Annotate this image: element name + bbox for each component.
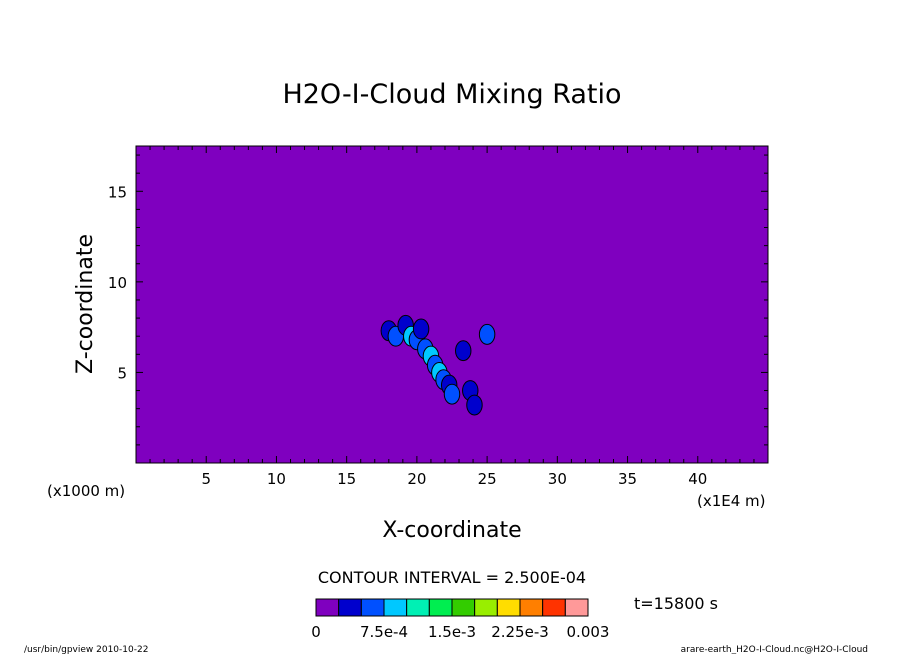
cloud-cell [455,340,472,362]
cloud-cell [412,318,430,340]
x-tick-label: 10 [267,470,286,488]
colorbar-swatch [360,598,385,617]
cloud-cell [466,394,483,416]
x-tick-label: 5 [201,470,211,488]
colorbar-labels: 0 7.5e-4 1.5e-3 2.25e-3 0.003 [311,623,609,641]
colorbar-label: 2.25e-3 [491,623,549,641]
y-axis: 5 10 15 [108,154,768,446]
colorbar-swatch [428,598,453,617]
x-tick-label: 35 [618,470,637,488]
colorbar-swatch [338,598,362,617]
colorbar-swatch [519,598,544,617]
plot-background [136,146,768,463]
colorbar-swatch [496,598,521,617]
colorbar-label: 1.5e-3 [428,623,476,641]
colorbar-label: 7.5e-4 [360,623,408,641]
x-tick-label: 20 [407,470,426,488]
colorbar-swatch [383,598,408,617]
y-tick-label: 15 [108,183,127,201]
x-axis: 5 10 15 20 25 30 35 40 [149,146,755,488]
y-tick-label: 5 [117,364,127,382]
y-tick-label: 10 [108,274,127,292]
plot-frame [135,145,769,464]
colorbar-swatch [451,598,476,617]
x-tick-label: 30 [548,470,567,488]
x-tick-label: 25 [478,470,497,488]
cloud-cell [443,383,461,405]
colorbar [315,598,589,617]
x-unit-label: (x1000 m) [47,482,125,500]
footer-command: /usr/bin/gpview 2010-10-22 [24,645,148,654]
plot-area [135,145,769,464]
time-label: t=15800 s [634,594,718,613]
x-tick-label: 40 [688,470,707,488]
cloud-cell [478,323,496,345]
footer-source: arare-earth_H2O-I-Cloud.nc@H2O-I-Cloud [681,645,868,654]
colorbar-swatch [474,598,498,617]
colorbar-swatch [542,598,566,617]
y-axis-label: Z-coordinate [73,234,98,374]
x-axis-label: X-coordinate [382,518,521,543]
colorbar-label: 0.003 [567,623,610,641]
colorbar-swatch [564,598,589,617]
colorbar-label: 0 [311,623,321,641]
x-scale-label: (x1E4 m) [697,492,766,510]
colorbar-swatch [406,598,430,617]
x-tick-label: 15 [337,470,356,488]
chart-title: H2O-I-Cloud Mixing Ratio [282,79,621,110]
contour-interval-label: CONTOUR INTERVAL = 2.500E-04 [318,568,586,587]
colorbar-swatch [315,598,340,617]
